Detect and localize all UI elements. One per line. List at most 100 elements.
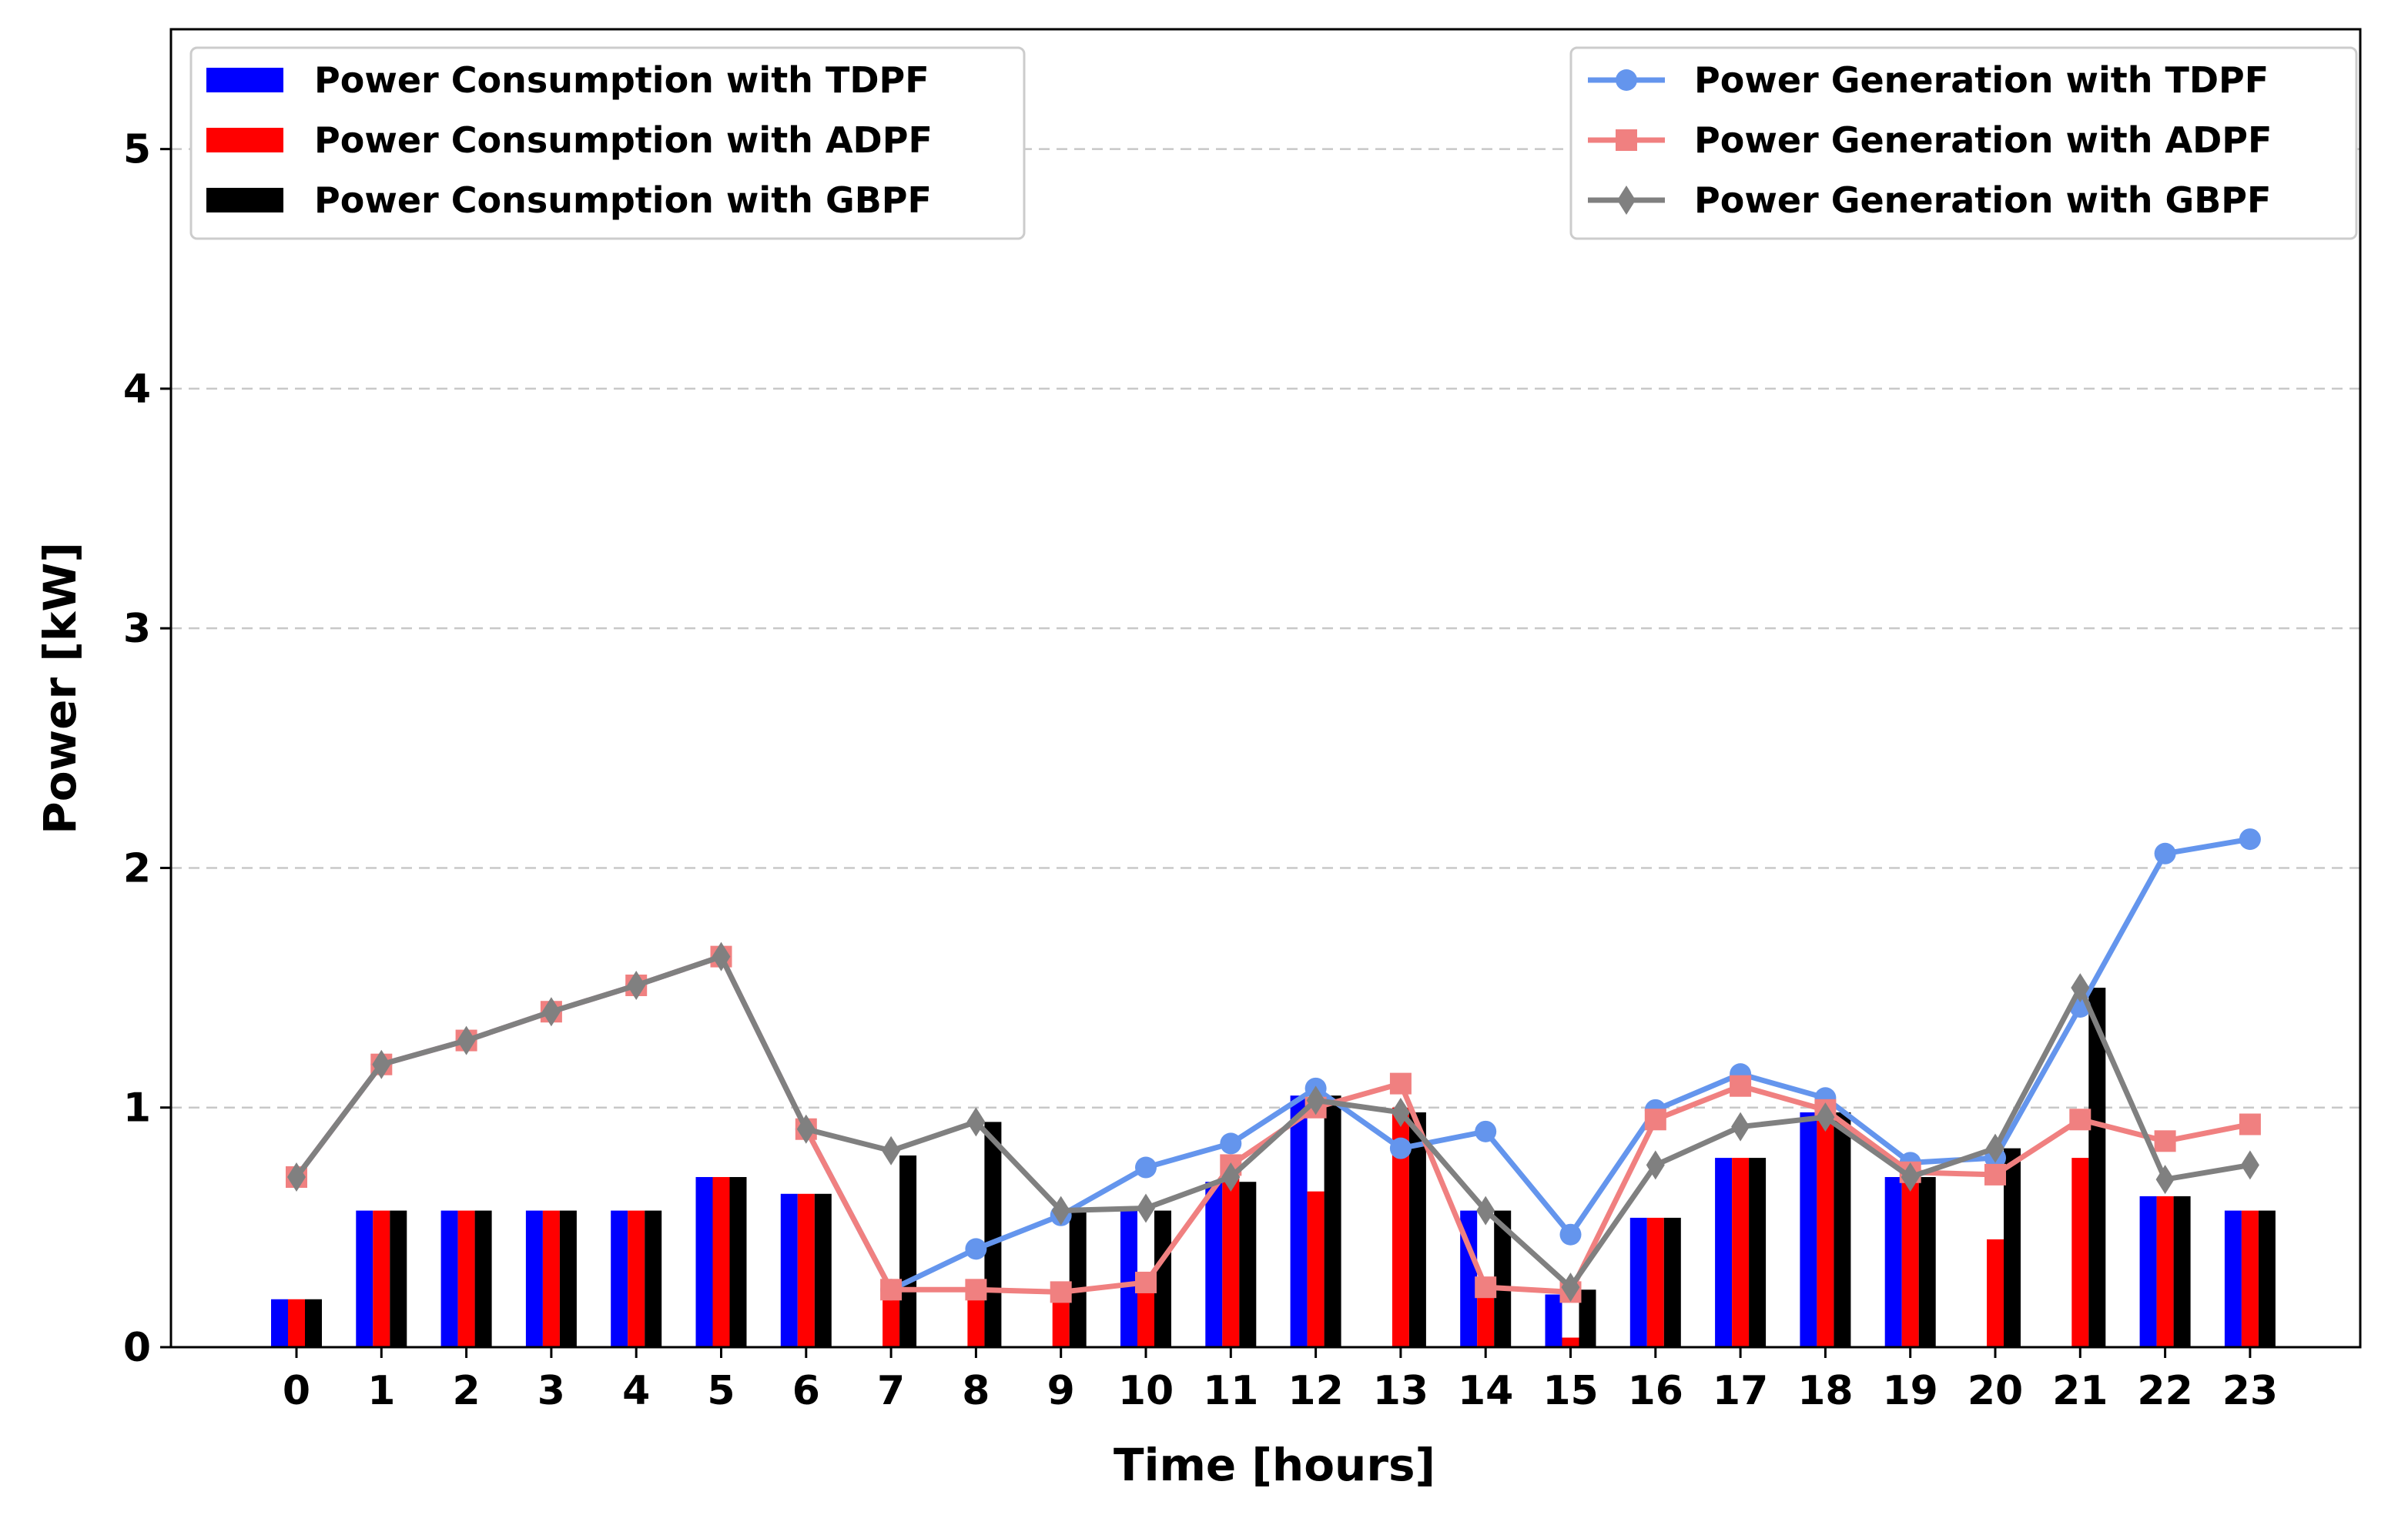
x-tick-label: 5 — [707, 1368, 735, 1414]
bar-adpf-consumption — [967, 1289, 985, 1347]
y-tick-label: 4 — [123, 366, 151, 413]
bar-tdpf-consumption — [1715, 1158, 1733, 1347]
bar-tdpf-consumption — [695, 1176, 713, 1347]
point-tdpf-generation — [1559, 1223, 1582, 1246]
point-tdpf-generation — [2154, 842, 2176, 865]
bar-tdpf-consumption — [1460, 1210, 1478, 1347]
point-gbpf-generation — [1561, 1273, 1580, 1303]
legend-marker-generation — [1616, 69, 1637, 91]
bar-tdpf-consumption — [1120, 1210, 1137, 1347]
line-series-group — [286, 828, 2261, 1303]
bar-adpf-consumption — [1052, 1292, 1070, 1347]
x-tick-label: 21 — [2052, 1368, 2108, 1414]
point-gbpf-generation — [2155, 1165, 2175, 1195]
point-tdpf-generation — [2239, 828, 2261, 851]
bar-tdpf-consumption — [525, 1210, 543, 1347]
point-adpf-generation — [1389, 1072, 1412, 1095]
y-tick-label: 3 — [123, 606, 151, 652]
bar-gbpf-consumption — [1918, 1176, 1936, 1347]
point-gbpf-generation — [1306, 1085, 1325, 1115]
x-tick-label: 3 — [538, 1368, 565, 1414]
bar-gbpf-consumption — [1069, 1210, 1087, 1347]
bar-gbpf-consumption — [2088, 988, 2106, 1347]
point-adpf-generation — [2069, 1109, 2092, 1131]
x-tick-label: 14 — [1458, 1368, 1513, 1414]
bar-adpf-consumption — [1222, 1165, 1240, 1347]
legend-generation-frame — [1569, 46, 2358, 240]
legend-label-consumption: Power Consumption with TDPF — [314, 59, 929, 101]
bar-gbpf-consumption — [814, 1193, 832, 1347]
point-gbpf-generation — [1901, 1162, 1920, 1192]
point-gbpf-generation — [287, 1162, 306, 1192]
bar-gbpf-consumption — [1408, 1112, 1426, 1347]
x-tick-label: 23 — [2222, 1368, 2278, 1414]
y-tick-label: 5 — [123, 127, 151, 173]
legend-generation: Power Generation with TDPF Power Generati… — [1569, 46, 2358, 240]
bar-tdpf-consumption — [1884, 1176, 1902, 1347]
legend-label-generation: Power Generation with GBPF — [1694, 179, 2271, 221]
point-adpf-generation — [1730, 1075, 1752, 1097]
point-gbpf-generation — [1731, 1112, 1750, 1142]
legend-label-generation: Power Generation with TDPF — [1694, 59, 2269, 101]
bar-adpf-consumption — [288, 1299, 305, 1347]
bar-gbpf-consumption — [2173, 1196, 2191, 1347]
bar-adpf-consumption — [628, 1210, 645, 1347]
point-gbpf-generation — [1986, 1133, 2004, 1163]
x-tick-label: 8 — [962, 1368, 990, 1414]
bar-gbpf-consumption — [899, 1155, 917, 1347]
x-axis-label: Time [hours] — [1114, 1439, 1435, 1491]
point-gbpf-generation — [1137, 1193, 1155, 1223]
legend-swatch-consumption — [206, 68, 283, 92]
point-gbpf-generation — [2071, 973, 2090, 1003]
x-tick-label: 0 — [283, 1368, 310, 1414]
bar-gbpf-consumption — [474, 1210, 492, 1347]
point-gbpf-generation — [1391, 1097, 1410, 1127]
point-adpf-generation — [880, 1279, 903, 1301]
bar-adpf-consumption — [2156, 1196, 2174, 1347]
bar-tdpf-consumption — [611, 1210, 628, 1347]
bar-gbpf-consumption — [1663, 1217, 1681, 1347]
legend-swatch-consumption — [206, 128, 283, 152]
point-gbpf-generation — [627, 970, 646, 1000]
bar-gbpf-consumption — [1749, 1158, 1767, 1347]
x-tick-label: 11 — [1203, 1368, 1258, 1414]
point-adpf-generation — [1475, 1276, 1497, 1299]
bar-tdpf-consumption — [780, 1193, 798, 1347]
bar-gbpf-consumption — [645, 1210, 662, 1347]
point-gbpf-generation — [796, 1114, 816, 1144]
x-tick-label: 19 — [1883, 1368, 1938, 1414]
point-gbpf-generation — [1221, 1162, 1241, 1192]
point-gbpf-generation — [457, 1025, 476, 1055]
legend-consumption: Power Consumption with TDPF Power Consump… — [189, 46, 1026, 240]
y-tick-label: 0 — [123, 1325, 151, 1371]
bar-tdpf-consumption — [1545, 1294, 1562, 1347]
bar-gbpf-consumption — [1324, 1095, 1341, 1347]
point-adpf-generation — [2239, 1113, 2261, 1135]
point-adpf-generation — [965, 1279, 987, 1301]
bar-adpf-consumption — [1392, 1107, 1409, 1347]
bar-adpf-consumption — [1562, 1337, 1579, 1347]
bar-adpf-consumption — [373, 1210, 390, 1347]
point-tdpf-generation — [965, 1238, 987, 1260]
legend-marker-generation — [1616, 129, 1637, 151]
bar-adpf-consumption — [1477, 1287, 1495, 1347]
legend-label-consumption: Power Consumption with GBPF — [314, 179, 932, 221]
bar-gbpf-consumption — [305, 1299, 322, 1347]
point-gbpf-generation — [372, 1049, 391, 1079]
plot-frame — [169, 28, 2362, 1349]
bar-tdpf-consumption — [2139, 1196, 2157, 1347]
bar-gbpf-consumption — [559, 1210, 577, 1347]
bar-adpf-consumption — [1732, 1158, 1750, 1347]
point-gbpf-generation — [1646, 1150, 1665, 1180]
bar-tdpf-consumption — [1290, 1095, 1308, 1347]
bar-gbpf-consumption — [1239, 1182, 1257, 1347]
point-adpf-generation — [1644, 1109, 1666, 1131]
bar-adpf-consumption — [2241, 1210, 2259, 1347]
bar-gbpf-consumption — [1154, 1210, 1171, 1347]
bar-gbpf-consumption — [984, 1122, 1002, 1347]
point-gbpf-generation — [712, 941, 731, 972]
x-tick-label: 9 — [1047, 1368, 1075, 1414]
point-gbpf-generation — [1051, 1196, 1070, 1226]
point-gbpf-generation — [966, 1107, 986, 1137]
